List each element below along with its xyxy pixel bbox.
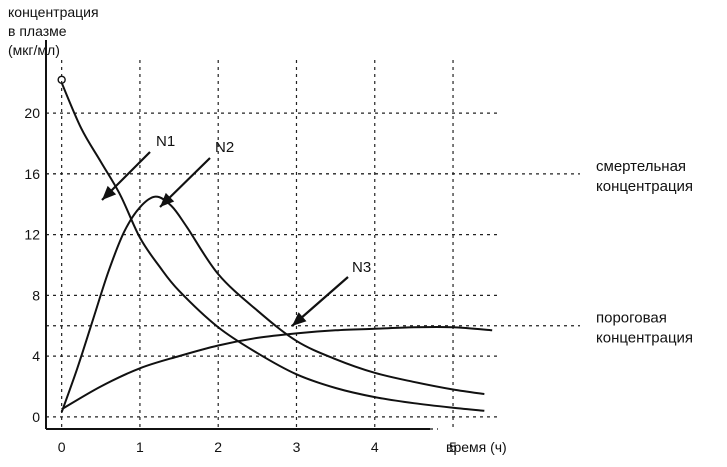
y-axis-label: в плазме [8,23,67,39]
y-tick-label: 16 [24,166,40,182]
arrowhead-icon [292,312,307,326]
x-axis-label: время (ч) [446,439,507,455]
y-tick-label: 4 [32,348,40,364]
start-marker [57,75,66,84]
labels: смертельная концентрация пороговая концентр… [8,4,693,455]
series-line-n3 [61,325,493,411]
x-tick-label: 4 [371,439,379,455]
y-axis-label: концентрация [8,4,99,20]
x-tick-label: 2 [214,439,222,455]
y-axis-label: (мкг/мл) [8,42,60,58]
series-line-n2 [60,195,485,413]
reference-lines [46,173,580,327]
series-label-n1: N1 [156,133,175,150]
reference-line-label: концентрация [596,178,693,195]
x-tick-label: 1 [136,439,144,455]
series [57,75,493,413]
arrowhead-icon [102,185,117,200]
y-tick-label: 20 [24,105,40,121]
reference-line-label: смертельная [596,158,686,175]
y-tick-label: 0 [32,409,40,425]
arrowhead-icon [160,192,175,207]
y-tick-label: 12 [24,227,40,243]
reference-line-label: концентрация [596,330,693,347]
x-tick-label: 3 [293,439,301,455]
series-line-n1 [60,82,485,412]
axes [45,40,438,430]
x-tick-label: 5 [449,439,457,455]
grid [46,60,500,429]
x-tick-label: 0 [58,439,66,455]
series-label-n2: N2 [215,139,234,156]
series-label-n3: N3 [352,259,371,276]
reference-line-label: пороговая [596,310,667,327]
y-tick-label: 8 [32,287,40,303]
